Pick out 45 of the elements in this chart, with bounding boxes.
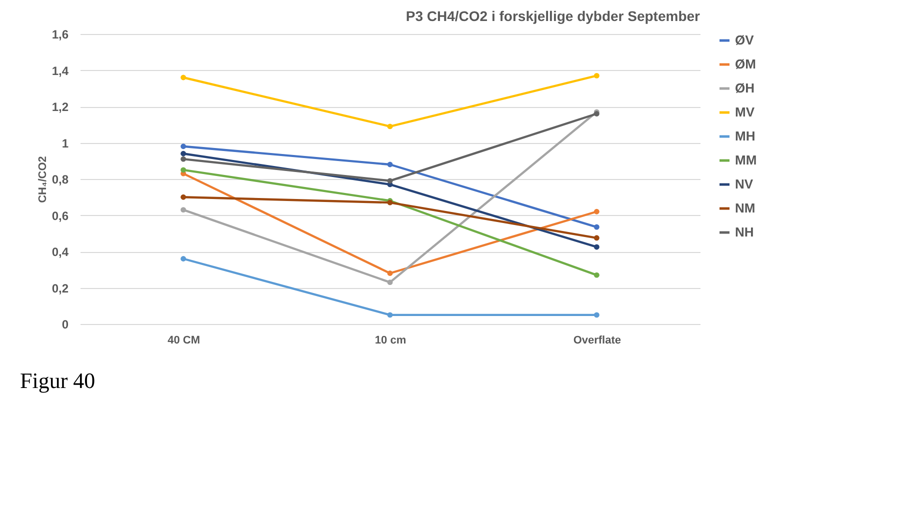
y-tick-label: 0,4 (52, 245, 69, 259)
legend-label: NM (735, 200, 756, 216)
point (180, 74, 186, 80)
point (180, 194, 186, 200)
legend-label: NH (735, 224, 754, 240)
point (594, 72, 600, 78)
x-tick-label: 40 CM (168, 334, 200, 346)
point (594, 224, 600, 230)
point (387, 162, 393, 168)
point (387, 312, 393, 318)
point (387, 280, 393, 286)
point (180, 167, 186, 173)
point (180, 150, 186, 156)
point (180, 144, 186, 150)
y-tick-label: 1,6 (52, 28, 69, 42)
y-tick-label: 1,4 (52, 64, 69, 78)
x-tick-label: Overflate (573, 334, 622, 346)
y-tick-label: 1 (62, 136, 69, 150)
point (180, 256, 186, 262)
point (594, 244, 600, 250)
y-tick-label: 1,2 (52, 100, 69, 114)
y-tick-label: 0,2 (52, 281, 69, 296)
legend-label: MM (735, 152, 757, 168)
point (387, 124, 393, 130)
point (387, 178, 393, 184)
legend-label: MH (735, 128, 756, 144)
y-tick-label: 0,6 (52, 208, 69, 223)
chart-title: P3 CH4/CO2 i forskjellige dybder September (406, 8, 701, 24)
point (594, 208, 600, 214)
point (180, 156, 186, 162)
point (594, 235, 600, 241)
legend-label: ØH (735, 80, 754, 96)
y-axis-title: CH₄/CO2 (36, 156, 49, 203)
legend-label: NV (735, 176, 754, 192)
point (594, 272, 600, 278)
y-tick-label: 0 (62, 318, 69, 332)
legend-label: ØM (735, 56, 756, 72)
legend-label: MV (735, 104, 755, 120)
legend-label: ØV (735, 32, 754, 48)
point (180, 207, 186, 213)
x-tick-label: 10 cm (374, 334, 406, 346)
text: Figur 40 (20, 368, 96, 393)
y-tick-label: 0,8 (52, 172, 69, 186)
point (387, 270, 393, 276)
point (594, 312, 600, 318)
